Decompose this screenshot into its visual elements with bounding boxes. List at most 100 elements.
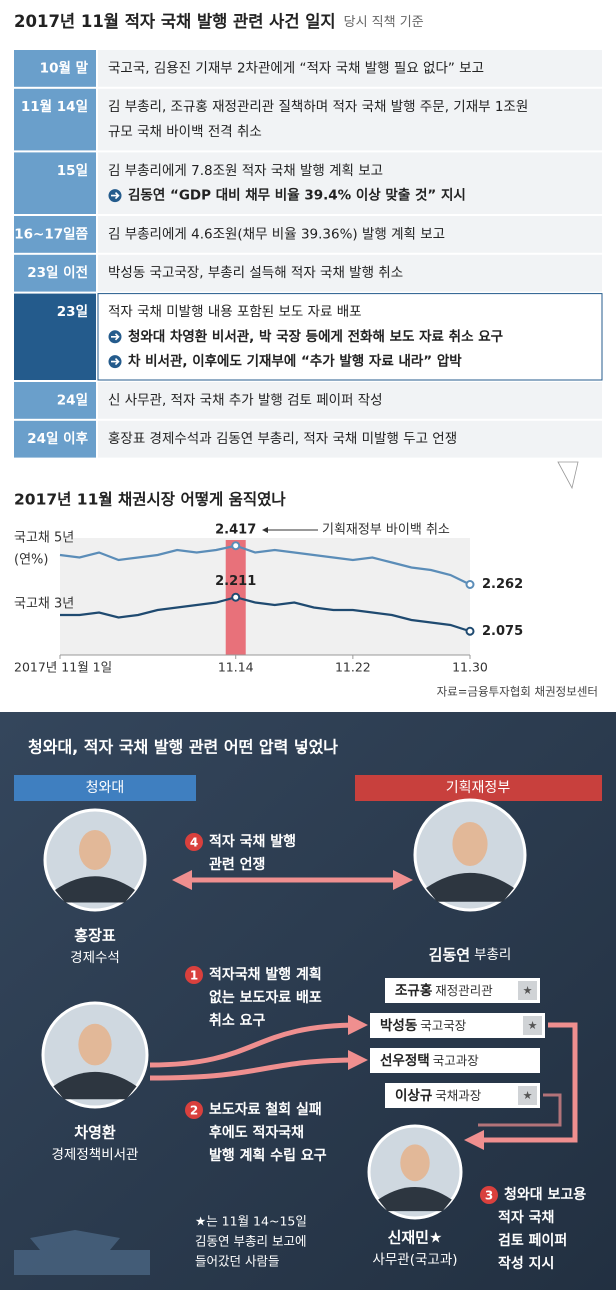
- header-title: 2017년 11월 적자 국채 발행 관련 사건 일지: [14, 11, 336, 31]
- annotation-arrowhead: [262, 527, 268, 533]
- step-text: 없는 보도자료 배포: [209, 990, 322, 1006]
- official: 박성동 국고국장: [380, 1017, 467, 1034]
- person-role: 사무관(국고과): [372, 1252, 457, 1268]
- date: 24일 이후: [27, 430, 88, 447]
- star-box: [518, 981, 537, 1000]
- event-text: 김 부총리, 조규홍 재정관리관 질책하며 적자 국채 발행 주문, 기재부 1…: [108, 99, 528, 115]
- step-text: 작성 지시: [498, 1255, 554, 1272]
- right-header: 기획재정부: [446, 780, 511, 796]
- photo-body: [426, 872, 514, 902]
- star-box: [518, 1086, 537, 1105]
- arrow-icon-glyph: [111, 358, 120, 366]
- date-cell: [14, 254, 96, 292]
- official: 조규홍 재정관리관: [395, 982, 493, 999]
- arrow: [464, 1022, 578, 1150]
- point: [231, 541, 241, 551]
- text-cell: [98, 420, 602, 458]
- left-header-bg: [14, 775, 196, 801]
- event-text: 김 부총리에게 7.8조원 적자 국채 발행 계획 보고: [108, 163, 383, 179]
- step-text: 후에도 적자국채: [209, 1124, 304, 1141]
- official-role: 국채과장: [435, 1088, 482, 1103]
- text-cell: [98, 152, 602, 214]
- event-text: 김동연 “GDP 대비 채무 비율 39.4% 이상 맞출 것” 지시: [128, 187, 466, 204]
- person-role: 경제정책비서관: [52, 1147, 139, 1163]
- point: [231, 592, 241, 602]
- point: [465, 626, 475, 636]
- event-text: 홍장표 경제수석과 김동연 부총리, 적자 국채 미발행 두고 언쟁: [108, 431, 457, 447]
- person-name: 신재민★: [388, 1229, 443, 1247]
- photo-body: [378, 1186, 452, 1212]
- annotation: 기획재정부 바이백 취소: [322, 523, 450, 538]
- official-box: [370, 1048, 540, 1073]
- official-name: 이상규: [395, 1087, 432, 1104]
- x-tick-label: 11.14: [218, 660, 254, 675]
- series-line: [59, 544, 471, 586]
- star: ★: [523, 1089, 533, 1102]
- chart-title: 2017년 11월 채권시장 어떻게 움직였나: [14, 490, 286, 509]
- step-text: 적자 국채 발행: [209, 833, 296, 850]
- header-bg: [0, 0, 616, 44]
- badge-number: 3: [485, 1189, 493, 1203]
- event-text: 김 부총리에게 4.6조원(채무 비율 39.36%) 발행 계획 보고: [108, 226, 445, 242]
- official-name: 조규홍: [395, 982, 432, 999]
- person-name: 홍장표: [74, 927, 116, 945]
- step-text: 발행 계획 수립 요구: [209, 1147, 327, 1164]
- event-text: 국고국, 김용진 기재부 2차관에게 “적자 국채 발행 필요 없다” 보고: [108, 60, 484, 76]
- text-cell: [98, 216, 602, 253]
- date-cell: [14, 152, 96, 214]
- date-cell: [14, 293, 96, 380]
- photo-head: [79, 830, 111, 870]
- diagram-title: 청와대, 적자 국채 발행 관련 어떤 압력 넣었나: [28, 738, 338, 757]
- event-text: 청와대 차영환 비서관, 박 국장 등에게 전화해 보도 자료 취소 요구: [128, 328, 503, 345]
- official-box: [385, 1083, 540, 1108]
- left-header: 청와대: [86, 780, 125, 796]
- star-box: [523, 1016, 542, 1035]
- person-name: 차영환: [74, 1124, 116, 1142]
- header-subtitle: 당시 직책 기준: [344, 15, 424, 30]
- building: [14, 1230, 150, 1275]
- date-cell: [14, 382, 96, 419]
- date-cell: [14, 216, 96, 253]
- y-unit: (연%): [14, 553, 48, 568]
- value-label: 2.075: [482, 624, 523, 639]
- official-role: 재정관리관: [435, 983, 493, 998]
- arrow-icon-glyph: [111, 192, 120, 200]
- official-role: 국고국장: [420, 1018, 467, 1033]
- x-tick-label: 11.30: [452, 660, 488, 675]
- source: 자료=금융투자협회 채권정보센터: [437, 685, 598, 699]
- person-name: 김동연: [429, 946, 470, 964]
- date-cell: [14, 420, 96, 458]
- badge-number: 1: [190, 969, 198, 983]
- value-label: 2.417: [215, 522, 256, 537]
- step-text: 검토 페이퍼: [498, 1232, 567, 1249]
- step-text: 적자 국채: [498, 1209, 554, 1226]
- badge-number: 4: [190, 836, 198, 850]
- step-text: 청와대 보고용: [504, 1186, 586, 1203]
- step-text: 관련 언쟁: [209, 856, 265, 873]
- arrow: [149, 1050, 368, 1081]
- series-line: [60, 596, 471, 633]
- event-text: 차 비서관, 이후에도 기재부에 “추가 발행 자료 내라” 압박: [128, 353, 462, 370]
- date-cell: [14, 50, 96, 87]
- badge-number: 2: [190, 1104, 198, 1118]
- note: ★는 11월 14~15일: [195, 1214, 307, 1229]
- header: 2017년 11월 적자 국채 발행 관련 사건 일지 당시 직책 기준: [14, 11, 424, 31]
- date: 15일: [57, 163, 88, 179]
- photo-head: [78, 1023, 112, 1066]
- event-text: 신 사무관, 적자 국채 추가 발행 검토 페이퍼 작성: [108, 392, 383, 408]
- date-cell: [14, 88, 96, 151]
- event-text: 박성동 국고국장, 부총리 설득해 적자 국채 발행 취소: [108, 265, 403, 281]
- person-role: 경제수석: [70, 950, 120, 966]
- badge: [185, 966, 203, 984]
- text-cell: [98, 88, 602, 151]
- official-name: 박성동: [380, 1017, 417, 1034]
- official-box: [385, 978, 540, 1003]
- official: 이상규 국채과장: [395, 1087, 482, 1104]
- badge: [185, 833, 203, 851]
- plot-bg: [60, 538, 470, 655]
- star: ★: [523, 984, 533, 997]
- person-role: 부총리: [474, 947, 511, 963]
- star: ★: [528, 1019, 538, 1032]
